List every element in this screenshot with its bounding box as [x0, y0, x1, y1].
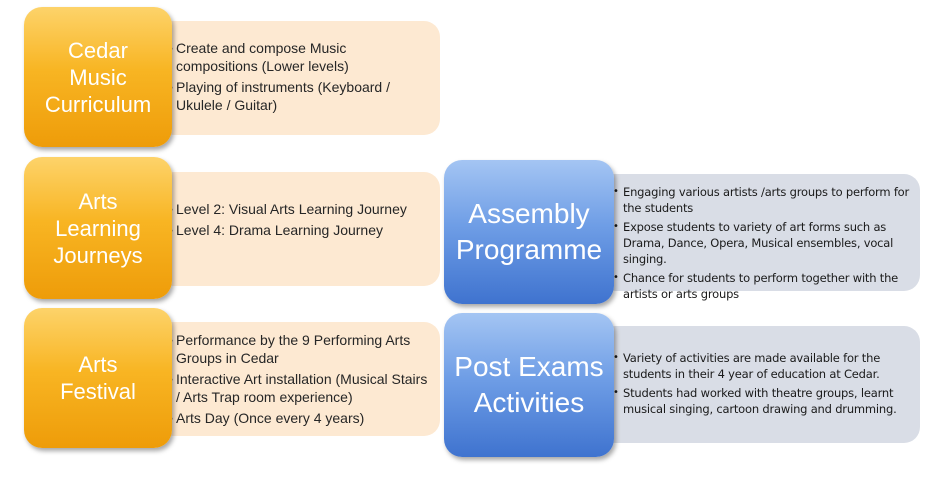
arts-festival-tile: Arts Festival — [24, 308, 172, 448]
assembly-programme-tile: Assembly Programme — [444, 160, 614, 304]
list-item: • Students had worked with theatre groups… — [613, 386, 897, 416]
list-item: • Chance for students to perform together… — [613, 271, 899, 301]
assembly-programme-list: • Engaging various artists /arts groups t… — [613, 184, 910, 302]
music-curriculum-panel: •Create and compose Music compositions (… — [158, 21, 440, 135]
list-item: • Engaging various artists /arts groups t… — [613, 185, 910, 215]
post-exams-panel: • Variety of activities are made availabl… — [600, 326, 920, 443]
music-curriculum-list: •Create and compose Music compositions (… — [168, 39, 430, 114]
list-item: •Playing of instruments (Keyboard / Ukul… — [168, 78, 430, 114]
arts-festival-panel: •Performance by the 9 Performing Arts Gr… — [158, 322, 440, 436]
bullet-icon: • — [613, 387, 619, 398]
tile-title: Post Exams Activities — [454, 351, 604, 418]
list-item: •Level 2: Visual Arts Learning Journey — [168, 200, 430, 218]
bullet-icon: • — [613, 186, 619, 197]
tile-title: Assembly Programme — [455, 198, 603, 265]
list-item: •Performance by the 9 Performing Arts Gr… — [168, 331, 430, 367]
list-item: •Level 4: Drama Learning Journey — [168, 221, 430, 239]
list-item: •Arts Day (Once every 4 years) — [168, 409, 430, 427]
tile-title: Arts Learning Journeys — [53, 188, 143, 268]
tile-title: Arts Festival — [60, 352, 136, 404]
tile-title: Cedar Music Curriculum — [44, 37, 152, 117]
list-item: • Variety of activities are made availabl… — [613, 351, 881, 381]
bullet-icon: • — [613, 352, 619, 363]
learning-journeys-panel: •Level 2: Visual Arts Learning Journey •… — [158, 172, 440, 286]
list-item: •Interactive Art installation (Musical S… — [168, 370, 430, 406]
learning-journeys-tile: Arts Learning Journeys — [24, 157, 172, 299]
music-curriculum-tile: Cedar Music Curriculum — [24, 7, 172, 147]
learning-journeys-list: •Level 2: Visual Arts Learning Journey •… — [168, 200, 430, 239]
assembly-programme-panel: • Engaging various artists /arts groups t… — [600, 174, 920, 301]
post-exams-list: • Variety of activities are made availabl… — [613, 350, 910, 417]
bullet-icon: • — [613, 272, 619, 283]
post-exams-tile: Post Exams Activities — [444, 313, 614, 457]
arts-festival-list: •Performance by the 9 Performing Arts Gr… — [168, 331, 430, 427]
bullet-icon: • — [613, 221, 619, 232]
list-item: •Create and compose Music compositions (… — [168, 39, 430, 75]
list-item: • Expose students to variety of art forms… — [613, 220, 894, 266]
